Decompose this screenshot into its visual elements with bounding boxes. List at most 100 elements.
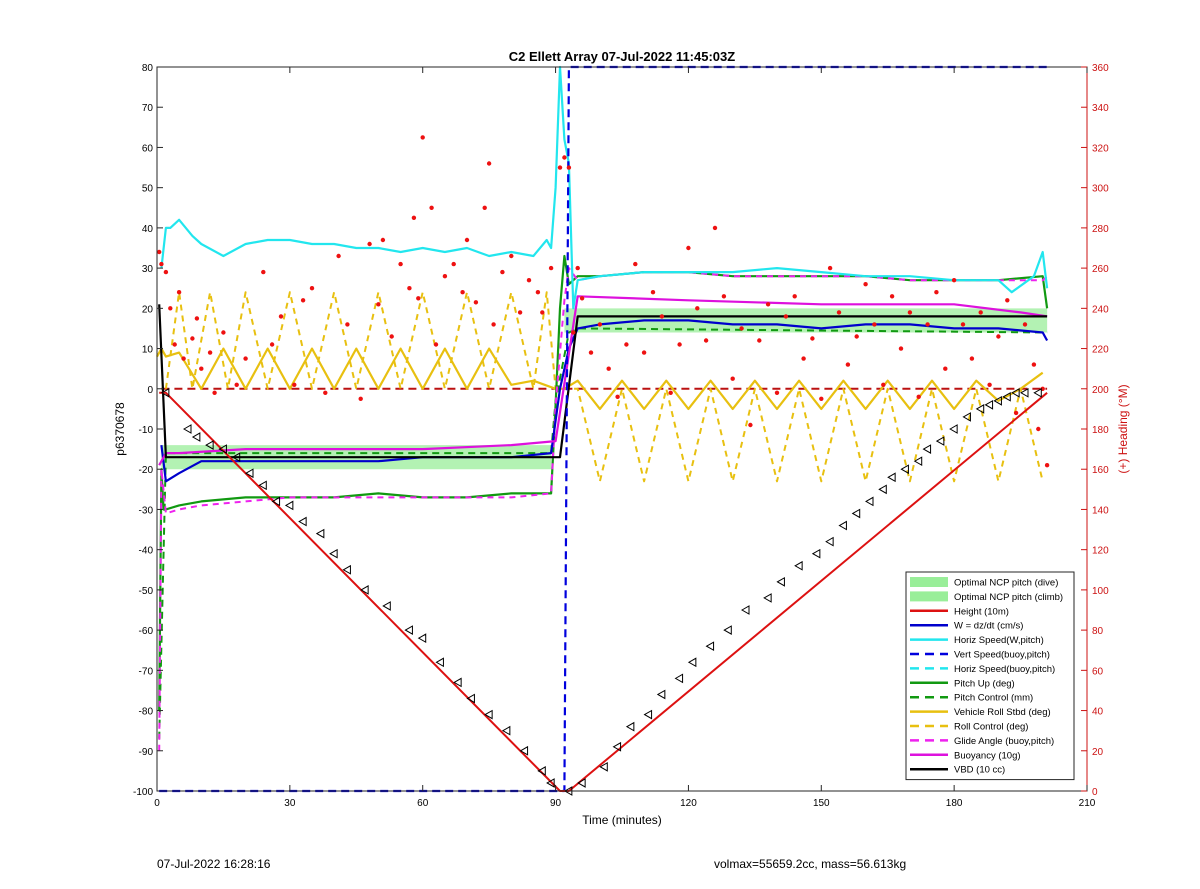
height-marker [382, 601, 391, 611]
x-tick-label: 150 [813, 798, 830, 809]
height-marker [838, 520, 847, 531]
heading-point [606, 366, 611, 371]
heading-point [398, 261, 403, 267]
height-marker [404, 625, 413, 635]
y-axis-ticks: 80 70 60 50 40 30 20 10 0 -10 -20 -30 -40 -50 -60 -70 -8… [133, 63, 163, 798]
height-marker [258, 480, 267, 491]
heading-point [597, 322, 603, 327]
heading-point [442, 274, 448, 279]
heading-point [757, 338, 762, 343]
y-tick-label: -40 [139, 546, 154, 557]
height-marker [1019, 387, 1029, 398]
height-marker [851, 508, 861, 519]
height-marker [501, 725, 511, 736]
heading-point [389, 334, 394, 339]
heading-point [566, 165, 572, 170]
heading-point [416, 296, 421, 301]
heading-point [881, 382, 886, 387]
glide-angle-line [158, 267, 1048, 751]
legend-entry: Optimal NCP pitch (climb) [954, 592, 1063, 603]
legend: Optimal NCP pitch (dive) Optimal NCP pitc… [905, 571, 1075, 781]
height-marker [519, 745, 529, 756]
heading-point [159, 261, 164, 267]
height-marker [218, 444, 227, 454]
heading-points [157, 135, 1050, 468]
height-marker [705, 641, 715, 652]
heading-point [500, 269, 505, 275]
y-tick-label: -30 [139, 505, 154, 516]
heading-point [650, 290, 656, 295]
y2-tick-label: 160 [1092, 465, 1109, 476]
heading-point [535, 290, 541, 295]
height-marker [315, 528, 325, 539]
y2-tick-label: 60 [1092, 666, 1104, 677]
x-tick-label: 210 [1079, 798, 1096, 809]
heading-point [562, 155, 567, 160]
heading-point [712, 225, 718, 231]
legend-entry: Glide Angle (buoy,pitch) [954, 736, 1054, 747]
heading-point [889, 294, 895, 299]
x-axis-ticks: 0 30 60 90 120 150 180 210 [154, 67, 1096, 809]
roll-control-line [164, 291, 1044, 483]
y2-tick-label: 0 [1092, 787, 1098, 798]
heading-point [916, 394, 921, 399]
y2-axis-ticks: 3603403203002802602402202001801601401201… [1081, 63, 1109, 798]
heading-point [526, 278, 532, 283]
y-tick-label: 70 [142, 103, 154, 114]
heading-point [199, 366, 204, 371]
height-marker [298, 516, 307, 527]
heading-point [783, 314, 789, 319]
height-marker [723, 625, 732, 635]
heading-point [774, 390, 780, 395]
heading-point [960, 322, 966, 327]
y2-tick-label: 280 [1092, 224, 1109, 235]
y2-tick-label: 200 [1092, 385, 1109, 396]
legend-entry: Vehicle Roll Stbd (deg) [954, 707, 1051, 718]
heading-point [845, 362, 851, 367]
heading-point [677, 342, 682, 347]
height-marker [656, 689, 666, 700]
heading-point [486, 161, 492, 166]
heading-point [748, 422, 753, 428]
heading-point [157, 249, 162, 255]
y-tick-label: -100 [133, 787, 153, 798]
heading-point [810, 336, 815, 341]
heading-point [801, 356, 806, 361]
heading-point [765, 302, 771, 307]
heading-point [548, 265, 554, 271]
y-tick-label: 30 [142, 264, 154, 275]
heading-point [686, 245, 691, 251]
heading-point [172, 342, 177, 347]
y-tick-label: -60 [139, 626, 154, 637]
height-marker [599, 762, 608, 772]
heading-point [659, 314, 665, 319]
y-tick-label: -90 [139, 747, 154, 758]
height-marker [435, 657, 444, 668]
height-marker [466, 693, 475, 704]
height-marker [864, 496, 874, 507]
heading-point [194, 316, 200, 321]
legend-entry: Pitch Up (deg) [954, 678, 1015, 689]
height-marker [776, 576, 785, 587]
height-marker [984, 400, 994, 410]
height-marker [453, 677, 462, 688]
height-marker [191, 432, 201, 442]
heading-point [433, 342, 439, 347]
height-marker [231, 452, 241, 463]
heading-point [358, 396, 363, 401]
heading-point [300, 298, 306, 303]
y-tick-label: -80 [139, 707, 154, 718]
height-marker [577, 778, 586, 788]
y2-tick-label: 120 [1092, 546, 1109, 557]
chart-title: C2 Ellett Array 07-Jul-2022 11:45:03Z [509, 49, 735, 64]
y2-tick-label: 140 [1092, 505, 1109, 516]
footer-timestamp: 07-Jul-2022 16:28:16 [157, 857, 271, 871]
height-marker [612, 741, 622, 752]
heading-point [190, 336, 195, 341]
heading-point [464, 237, 470, 243]
heading-point [168, 306, 173, 311]
heading-point [261, 269, 266, 275]
y-tick-label: 80 [142, 63, 154, 74]
heading-point [411, 215, 417, 220]
